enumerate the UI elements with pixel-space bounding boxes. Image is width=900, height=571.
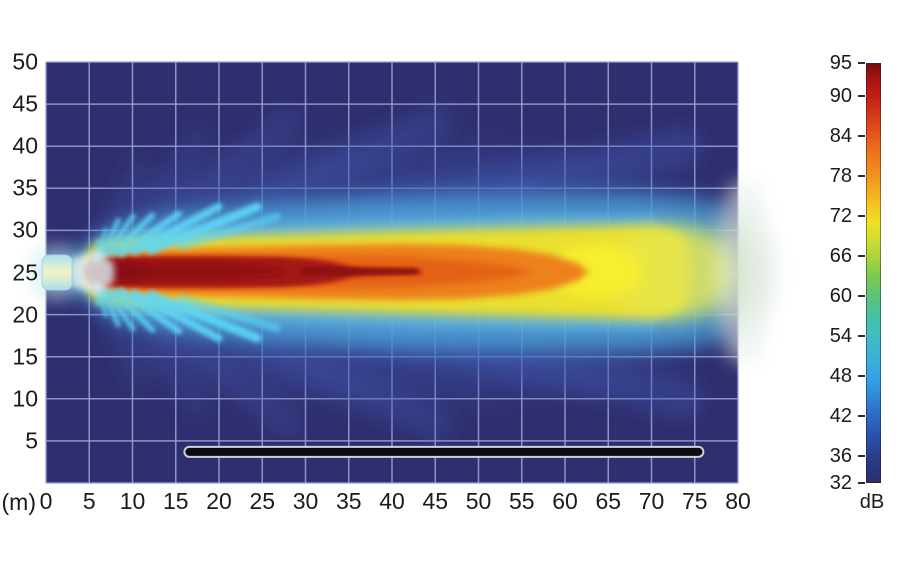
- x-tick-label: 0: [39, 488, 53, 514]
- colorbar-unit-label: dB: [859, 491, 885, 513]
- y-tick-label: 40: [12, 132, 38, 159]
- right-edge-fade-outer: [739, 176, 767, 368]
- side-lobe-wedge: [120, 127, 211, 236]
- colorbar-tick-mark: [858, 135, 865, 138]
- colorbar-tick-label: 60: [829, 285, 852, 308]
- colorbar-tick-label: 95: [829, 52, 852, 74]
- source-marker: [41, 254, 73, 291]
- colorbar-tick-label: 32: [829, 472, 852, 494]
- colorbar-tick-mark: [858, 295, 865, 298]
- side-lobe-spike: [104, 288, 136, 332]
- y-tick-label: 30: [12, 216, 38, 243]
- side-lobe-wedge: [120, 309, 211, 418]
- side-lobe-spike: [100, 287, 121, 328]
- y-tick-label: 20: [12, 300, 38, 327]
- y-tick-label: 5: [25, 427, 38, 454]
- colorbar-tick-label: 54: [829, 325, 852, 348]
- x-tick-label: 60: [552, 488, 578, 514]
- audience-line-bar: [183, 445, 705, 458]
- side-lobe-spike: [146, 202, 262, 255]
- x-tick-label: 55: [508, 488, 535, 514]
- side-lobe-wedge: [101, 155, 149, 241]
- side-lobe-wedge: [101, 304, 149, 390]
- y-tick-label: 45: [12, 90, 38, 117]
- colorbar-tick-mark: [858, 175, 865, 178]
- side-lobe-spikes: [94, 202, 281, 343]
- colorbar-tick-mark: [858, 335, 865, 338]
- side-lobe-spike: [177, 212, 281, 251]
- x-tick-label: 5: [82, 488, 96, 514]
- y-tick-label: 10: [12, 385, 38, 412]
- x-tick-label: 25: [249, 488, 276, 514]
- colorbar-tick-mark: [858, 215, 865, 218]
- y-tick-label: 15: [12, 343, 38, 370]
- x-tick-label: 40: [379, 488, 405, 514]
- beam-hot-yellow-spot: [550, 244, 642, 298]
- x-tick-label: 50: [465, 488, 492, 514]
- beam-needle-tail: [300, 268, 418, 274]
- colorbar-tick-label: 66: [829, 245, 852, 268]
- x-tick-label: 80: [725, 488, 751, 514]
- side-lobe-spike: [130, 289, 223, 343]
- side-lobe-wedge: [146, 106, 304, 236]
- colorbar-tick-mark: [858, 415, 865, 418]
- side-lobe-spike: [110, 287, 156, 333]
- side-lobe-spike: [177, 294, 281, 333]
- colorbar-tick-label: 48: [829, 365, 852, 388]
- colorbar-tick-label: 84: [829, 125, 852, 148]
- x-tick-label: 75: [681, 488, 708, 514]
- y-tick-label: 50: [12, 48, 38, 75]
- y-tick-label: 35: [12, 174, 38, 201]
- x-tick-label: 10: [119, 488, 146, 514]
- side-lobe-spike: [110, 212, 156, 258]
- x-axis-unit-label: (m): [1, 489, 36, 515]
- colorbar-gradient: [866, 63, 881, 483]
- side-lobe-spike: [104, 213, 136, 257]
- source-throat-cone: [71, 250, 114, 295]
- colorbar-tick-mark: [858, 255, 865, 258]
- x-tick-label: 70: [638, 488, 665, 514]
- colorbar-tick-label: 90: [829, 85, 852, 108]
- colorbar-tick-mark: [858, 482, 865, 484]
- x-tick-label: 35: [335, 488, 362, 514]
- colorbar-tick-mark: [858, 455, 865, 458]
- x-tick-label: 65: [595, 488, 622, 514]
- y-tick-label: 25: [12, 258, 38, 285]
- side-lobe-spike: [130, 202, 223, 256]
- x-tick-label: 45: [422, 488, 449, 514]
- colorbar-tick-label: 72: [829, 205, 852, 228]
- x-tick-label: 30: [292, 488, 319, 514]
- colorbar-tick-label: 36: [829, 445, 852, 468]
- x-tick-label: 15: [162, 488, 189, 514]
- side-lobe-spike: [117, 287, 183, 335]
- colorbar-tick-mark: [858, 62, 865, 64]
- side-lobe-spike: [146, 290, 262, 343]
- colorbar-tick-label: 42: [829, 405, 852, 428]
- colorbar-tick-mark: [858, 95, 865, 98]
- x-tick-label: 20: [206, 488, 232, 514]
- side-lobe-spike: [100, 217, 121, 258]
- side-lobe-wedge: [146, 309, 304, 439]
- side-lobe-spike: [117, 210, 183, 258]
- colorbar-tick-mark: [858, 375, 865, 378]
- colorbar-tick-label: 78: [829, 165, 852, 188]
